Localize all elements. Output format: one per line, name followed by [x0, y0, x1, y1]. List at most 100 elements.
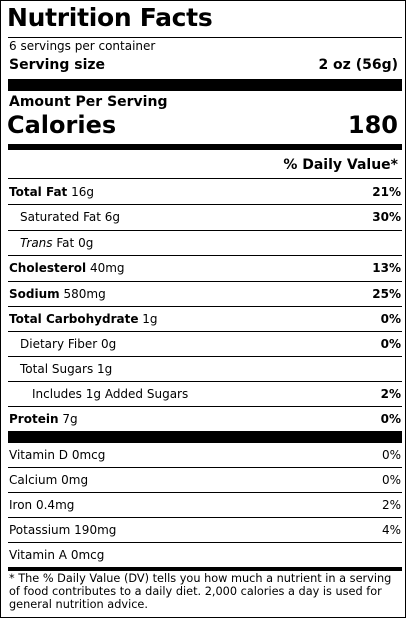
- thick-divider-vitamins: [8, 431, 402, 443]
- vitamin-row-vitamin-a: Vitamin A 0mcg: [8, 543, 402, 568]
- nutrient-amount: 16g: [71, 185, 95, 199]
- nutrient-amount: 0g: [78, 236, 94, 250]
- thick-divider-calories: [8, 144, 402, 150]
- nutrient-label: Protein 7g: [9, 412, 78, 426]
- nutrient-dv: 0%: [380, 312, 401, 326]
- amount-per-serving: Amount Per Serving: [9, 94, 168, 110]
- nutrient-amount: 1g: [97, 362, 113, 376]
- row-divider: [8, 467, 402, 468]
- nutrient-amount: 0g: [101, 337, 117, 351]
- row-divider: [8, 255, 402, 256]
- nutrient-row-total-sugars: Total Sugars 1g: [8, 357, 402, 382]
- vitamin-amount: 190mg: [74, 523, 117, 537]
- vitamin-dv: 0%: [381, 473, 401, 487]
- vitamin-label: Vitamin D 0mcg: [9, 448, 105, 462]
- nutrient-label: Includes 1g Added Sugars: [32, 387, 188, 401]
- serving-size-label: Serving size: [9, 57, 106, 73]
- nutrient-amount: 7g: [62, 412, 78, 426]
- vitamin-dv: 0%: [381, 448, 401, 462]
- row-divider: [8, 331, 402, 332]
- nutrient-label: Sodium 580mg: [9, 287, 106, 301]
- nutrient-name: Total Carbohydrate: [9, 312, 139, 326]
- nutrient-dv: 13%: [372, 261, 401, 275]
- serving-size-value: 2 oz (56g): [318, 57, 398, 73]
- row-divider: [8, 492, 402, 493]
- vitamin-row-potassium: Potassium 190mg 4%: [8, 518, 402, 543]
- row-divider: [8, 204, 402, 205]
- row-divider: [8, 230, 402, 231]
- panel-title: Nutrition Facts: [7, 3, 213, 32]
- row-divider: [8, 356, 402, 357]
- calories-label: Calories: [7, 111, 117, 139]
- row-divider: [8, 381, 402, 382]
- nutrient-name: Saturated Fat: [20, 210, 101, 224]
- nutrient-row-sodium: Sodium 580mg 25%: [8, 282, 402, 307]
- nutrient-dv: 2%: [380, 387, 401, 401]
- nutrient-label: Cholesterol 40mg: [9, 261, 125, 275]
- servings-per-container: 6 servings per container: [9, 39, 156, 53]
- nutrient-row-protein: Protein 7g 0%: [8, 407, 402, 432]
- nutrient-dv: 0%: [380, 337, 401, 351]
- row-divider: [8, 517, 402, 518]
- row-divider: [8, 542, 402, 543]
- vitamin-row-calcium: Calcium 0mg 0%: [8, 468, 402, 493]
- nutrient-amount: 1g: [142, 312, 158, 326]
- vitamin-label: Calcium 0mg: [9, 473, 88, 487]
- nutrient-dv: 0%: [380, 412, 401, 426]
- nutrient-name: Total Fat: [9, 185, 68, 199]
- vitamin-row-iron: Iron 0.4mg 2%: [8, 493, 402, 518]
- vitamin-label: Vitamin A 0mcg: [9, 548, 104, 562]
- row-divider: [8, 178, 402, 179]
- vitamin-name: Calcium: [9, 473, 58, 487]
- title-divider: [8, 37, 402, 38]
- nutrient-label: Trans Fat 0g: [20, 236, 93, 250]
- nutrient-row-cholesterol: Cholesterol 40mg 13%: [8, 256, 402, 281]
- vitamin-name: Vitamin D: [9, 448, 69, 462]
- nutrient-name: Includes 1g Added Sugars: [32, 387, 189, 401]
- nutrient-name: Total Sugars: [20, 362, 94, 376]
- vitamin-name: Potassium: [9, 523, 71, 537]
- vitamin-label: Iron 0.4mg: [9, 498, 74, 512]
- vitamin-amount: 0.4mg: [35, 498, 75, 512]
- nutrient-row-saturated-fat: Saturated Fat 6g 30%: [8, 205, 402, 230]
- nutrient-row-dietary-fiber: Dietary Fiber 0g 0%: [8, 332, 402, 357]
- nutrient-amount: 6g: [104, 210, 121, 224]
- nutrient-label: Total Fat 16g: [9, 185, 94, 199]
- vitamin-label: Potassium 190mg: [9, 523, 116, 537]
- row-divider: [8, 281, 402, 282]
- vitamin-dv: 4%: [381, 523, 401, 537]
- nutrient-name: Sodium: [9, 287, 60, 301]
- nutrient-label: Total Sugars 1g: [20, 362, 112, 376]
- thick-divider-top: [8, 79, 402, 91]
- calories-value: 180: [347, 111, 398, 139]
- nutrient-row-trans-fat: Trans Fat 0g: [8, 231, 402, 256]
- nutrient-dv: 30%: [372, 210, 401, 224]
- daily-value-header: % Daily Value*: [283, 157, 398, 173]
- nutrient-name: Protein: [9, 412, 59, 426]
- footnote-divider: [8, 567, 402, 571]
- nutrient-amount: 40mg: [89, 261, 125, 275]
- nutrient-dv: 25%: [372, 287, 401, 301]
- nutrient-label: Saturated Fat 6g: [20, 210, 120, 224]
- nutrient-name: Cholesterol: [9, 261, 87, 275]
- vitamin-name: Iron: [9, 498, 33, 512]
- nutrient-row-total-carbohydrate: Total Carbohydrate 1g 0%: [8, 307, 402, 332]
- vitamin-amount: 0mcg: [70, 548, 105, 562]
- vitamin-amount: 0mcg: [71, 448, 106, 462]
- vitamin-name: Vitamin A: [9, 548, 67, 562]
- nutrient-label: Dietary Fiber 0g: [20, 337, 116, 351]
- nutrient-name: Fat: [56, 236, 75, 250]
- row-divider: [8, 406, 402, 407]
- nutrient-amount: 580mg: [63, 287, 106, 301]
- nutrient-label: Total Carbohydrate 1g: [9, 312, 158, 326]
- vitamin-row-vitamin-d: Vitamin D 0mcg 0%: [8, 443, 402, 468]
- nutrient-dv: 21%: [372, 185, 401, 199]
- vitamin-amount: 0mg: [61, 473, 89, 487]
- row-divider: [8, 306, 402, 307]
- nutrient-name-italic: Trans: [20, 236, 53, 250]
- nutrient-row-total-fat: Total Fat 16g 21%: [8, 180, 402, 205]
- nutrient-row-added-sugars: Includes 1g Added Sugars 2%: [8, 382, 402, 407]
- vitamin-dv: 2%: [381, 498, 401, 512]
- nutrient-name: Dietary Fiber: [20, 337, 98, 351]
